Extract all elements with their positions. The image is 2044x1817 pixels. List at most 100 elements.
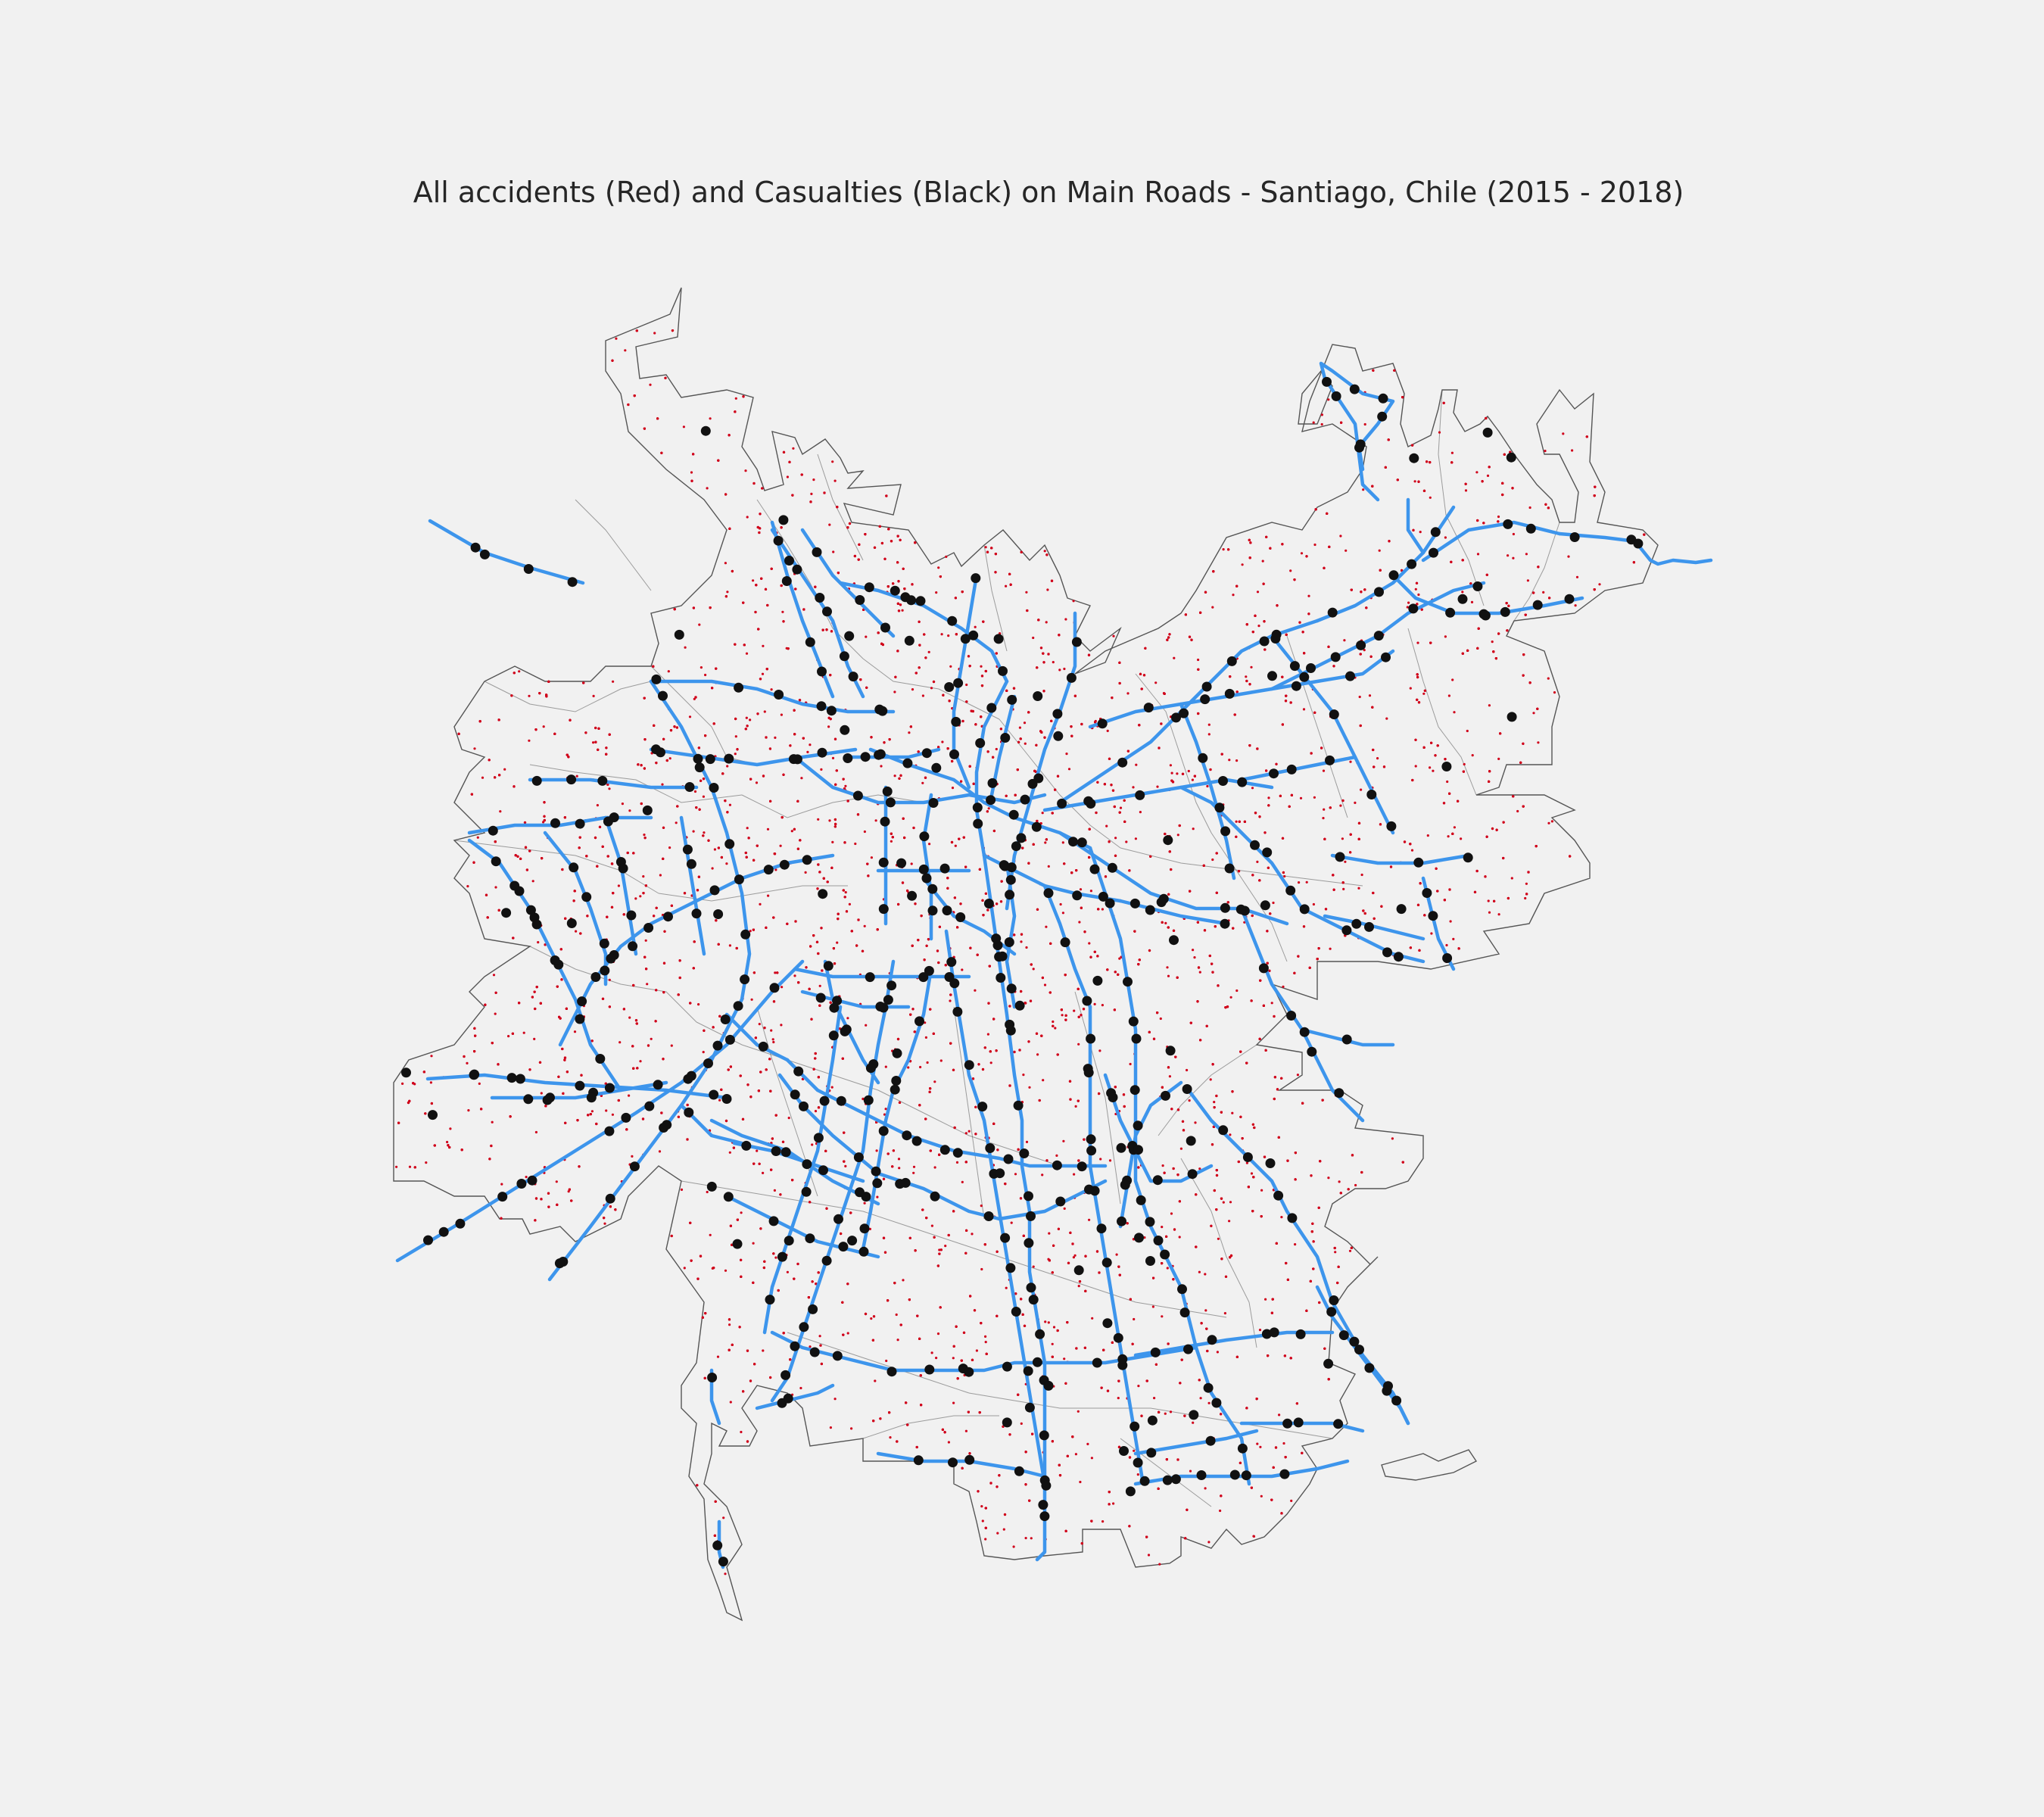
accident-point bbox=[752, 579, 755, 582]
accident-point bbox=[1043, 983, 1047, 986]
accident-point bbox=[955, 1161, 959, 1164]
accident-point bbox=[1475, 471, 1478, 474]
accident-point bbox=[939, 1059, 943, 1062]
accident-point bbox=[930, 1224, 933, 1227]
accident-point bbox=[1135, 763, 1138, 766]
accident-point bbox=[1154, 681, 1158, 684]
accident-point bbox=[690, 471, 693, 474]
accident-point bbox=[1178, 1236, 1181, 1239]
accident-point bbox=[603, 1222, 606, 1225]
accident-point bbox=[1525, 882, 1528, 885]
accident-point bbox=[885, 1359, 888, 1363]
accident-point bbox=[1532, 712, 1535, 715]
accident-point bbox=[984, 1538, 987, 1541]
accident-point bbox=[975, 1349, 978, 1352]
accident-point bbox=[921, 781, 924, 784]
accident-point bbox=[1299, 796, 1303, 799]
accident-point bbox=[522, 1031, 525, 1034]
accident-point bbox=[935, 591, 938, 594]
accident-point bbox=[1422, 692, 1426, 695]
accident-point bbox=[1045, 621, 1048, 624]
commune-divider bbox=[983, 544, 1008, 652]
accident-point bbox=[818, 1335, 821, 1338]
accident-point bbox=[1079, 1480, 1082, 1484]
commune-divider bbox=[1044, 1271, 1227, 1318]
accident-point bbox=[1209, 1078, 1212, 1081]
accident-point bbox=[1088, 942, 1091, 945]
accident-point bbox=[1213, 1101, 1216, 1104]
commune-divider bbox=[529, 764, 743, 803]
accident-point bbox=[1289, 569, 1292, 572]
accident-point bbox=[1073, 1009, 1076, 1012]
accident-point bbox=[1112, 634, 1115, 637]
accident-point bbox=[1537, 741, 1540, 744]
accident-point bbox=[617, 884, 621, 887]
accident-point bbox=[724, 1269, 728, 1272]
accident-point bbox=[761, 672, 765, 675]
accident-point bbox=[1349, 760, 1352, 763]
commune-divider bbox=[862, 658, 1000, 720]
commune-boundary bbox=[1298, 369, 1333, 425]
accident-point bbox=[1052, 661, 1055, 664]
accident-point bbox=[912, 1171, 915, 1174]
accident-point bbox=[1260, 1494, 1263, 1498]
accident-point bbox=[863, 1201, 866, 1205]
accident-point bbox=[1207, 1541, 1211, 1544]
accident-point bbox=[799, 1386, 802, 1390]
accident-point bbox=[1188, 1099, 1191, 1102]
accident-point bbox=[893, 774, 896, 778]
accident-point bbox=[1341, 837, 1344, 840]
accident-point bbox=[728, 1323, 731, 1326]
accident-point bbox=[865, 1024, 868, 1027]
accident-point bbox=[766, 827, 770, 831]
accident-point bbox=[1419, 531, 1422, 534]
accident-point bbox=[1005, 584, 1008, 587]
accident-point bbox=[814, 1110, 818, 1113]
accident-point bbox=[1571, 449, 1574, 452]
accident-point bbox=[1313, 796, 1316, 799]
accident-point bbox=[702, 1051, 705, 1054]
accident-point bbox=[1022, 1074, 1025, 1077]
accident-point bbox=[1447, 835, 1450, 838]
accident-point bbox=[1231, 1111, 1234, 1114]
accident-point bbox=[793, 974, 796, 977]
accident-point bbox=[668, 757, 671, 760]
accident-point bbox=[1002, 1528, 1005, 1531]
accident-point bbox=[1192, 827, 1195, 831]
accident-point bbox=[740, 1430, 743, 1434]
accident-point bbox=[854, 842, 857, 846]
accident-point bbox=[1045, 925, 1048, 928]
accident-point bbox=[940, 633, 943, 636]
accident-point bbox=[1078, 921, 1081, 924]
accident-point bbox=[1063, 1207, 1066, 1210]
accident-point bbox=[1261, 559, 1264, 563]
accident-point bbox=[832, 550, 835, 553]
accident-point bbox=[1250, 1172, 1254, 1175]
accident-point bbox=[1429, 496, 1432, 499]
accident-point bbox=[1077, 1285, 1080, 1288]
accident-point bbox=[1222, 1201, 1225, 1204]
accident-point bbox=[1133, 1317, 1136, 1321]
accident-point bbox=[1567, 555, 1570, 558]
accident-point bbox=[809, 1345, 812, 1348]
accident-point bbox=[658, 1150, 662, 1153]
accident-point bbox=[820, 768, 823, 771]
accident-point bbox=[1170, 771, 1173, 774]
accident-point bbox=[980, 1505, 983, 1508]
accident-point bbox=[734, 753, 737, 756]
commune-divider bbox=[968, 1392, 1151, 1409]
accident-point bbox=[1471, 754, 1474, 757]
accident-point bbox=[618, 1041, 622, 1044]
accident-point bbox=[573, 1030, 577, 1033]
accident-point bbox=[1407, 601, 1410, 604]
commune-divider bbox=[817, 453, 864, 561]
accident-point bbox=[1051, 1342, 1054, 1345]
accident-point bbox=[1294, 1243, 1297, 1246]
accident-point bbox=[649, 383, 652, 386]
accident-point bbox=[1112, 1502, 1115, 1505]
accident-point bbox=[792, 447, 795, 450]
accident-point bbox=[1072, 600, 1075, 603]
accident-point bbox=[1223, 1312, 1226, 1315]
accident-point bbox=[912, 1165, 916, 1168]
accident-point bbox=[1025, 1140, 1029, 1143]
